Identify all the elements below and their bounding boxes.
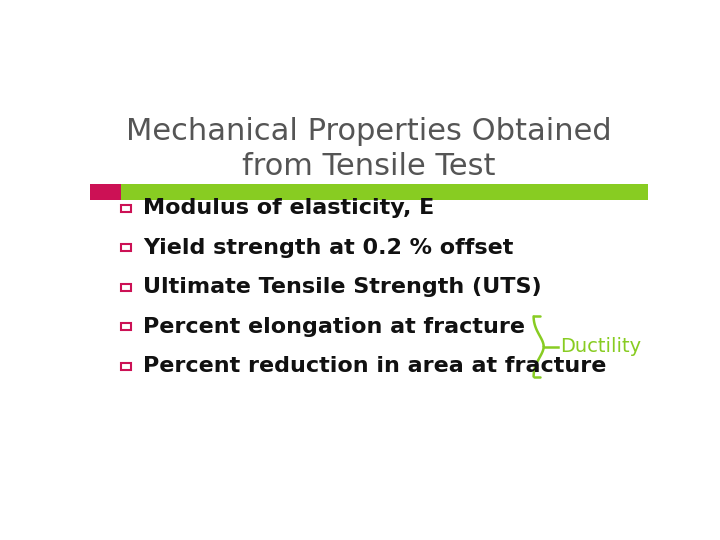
Text: from Tensile Test: from Tensile Test <box>242 152 496 181</box>
Text: Ductility: Ductility <box>560 337 642 356</box>
Text: Percent reduction in area at fracture: Percent reduction in area at fracture <box>143 356 606 376</box>
FancyBboxPatch shape <box>90 184 121 200</box>
Text: Modulus of elasticity, E: Modulus of elasticity, E <box>143 198 434 218</box>
Text: Ultimate Tensile Strength (UTS): Ultimate Tensile Strength (UTS) <box>143 277 541 297</box>
Text: Yield strength at 0.2 % offset: Yield strength at 0.2 % offset <box>143 238 513 258</box>
Text: Percent elongation at fracture: Percent elongation at fracture <box>143 317 525 337</box>
FancyBboxPatch shape <box>121 184 648 200</box>
Text: Mechanical Properties Obtained: Mechanical Properties Obtained <box>126 117 612 146</box>
